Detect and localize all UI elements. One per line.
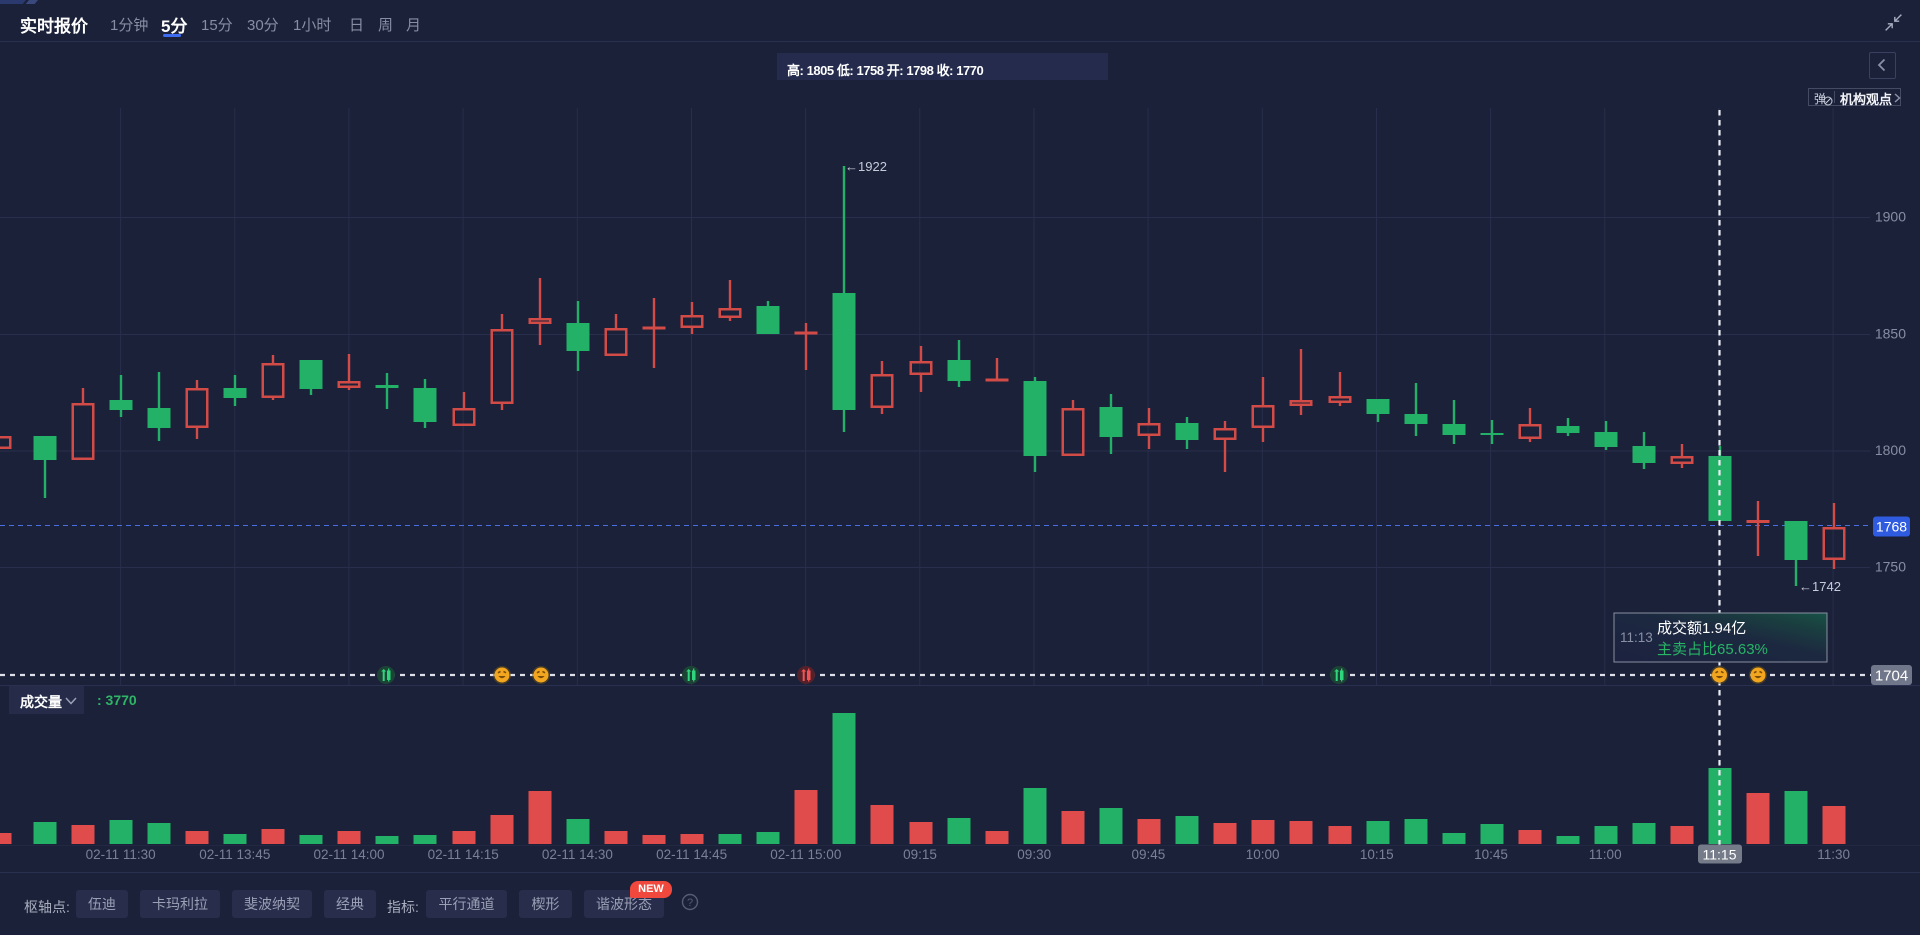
svg-text:02-11 14:00: 02-11 14:00 <box>313 847 384 862</box>
svg-text:1800: 1800 <box>1875 442 1906 458</box>
svg-text:←1742: ←1742 <box>1799 579 1841 594</box>
svg-text:?: ? <box>687 897 693 909</box>
svg-text:1850: 1850 <box>1875 326 1906 342</box>
svg-text:09:15: 09:15 <box>903 847 937 862</box>
svg-text:09:45: 09:45 <box>1132 847 1166 862</box>
svg-text:02-11 15:00: 02-11 15:00 <box>770 847 841 862</box>
svg-text:主卖占比65.63%: 主卖占比65.63% <box>1657 641 1768 658</box>
svg-text:11:00: 11:00 <box>1589 847 1622 862</box>
svg-text:02-11 14:15: 02-11 14:15 <box>428 847 499 862</box>
svg-text:1768: 1768 <box>1876 519 1907 535</box>
svg-text:02-11 14:45: 02-11 14:45 <box>656 847 727 862</box>
svg-text:02-11 13:45: 02-11 13:45 <box>199 847 270 862</box>
svg-text:09:30: 09:30 <box>1017 847 1051 862</box>
svg-text:11:13: 11:13 <box>1620 630 1653 645</box>
svg-text:1900: 1900 <box>1875 209 1906 225</box>
svg-text:←1922: ←1922 <box>845 159 887 174</box>
svg-text:10:45: 10:45 <box>1474 847 1508 862</box>
svg-text:02-11 14:30: 02-11 14:30 <box>542 847 613 862</box>
svg-text:成交额1.94亿: 成交额1.94亿 <box>1657 619 1746 637</box>
svg-text:1750: 1750 <box>1875 559 1906 575</box>
svg-text:10:15: 10:15 <box>1360 847 1394 862</box>
svg-text:11:15: 11:15 <box>1703 847 1737 863</box>
svg-text:02-11 11:30: 02-11 11:30 <box>86 847 156 862</box>
svg-text:11:30: 11:30 <box>1817 847 1850 862</box>
svg-text:10:00: 10:00 <box>1246 847 1280 862</box>
svg-text:1704: 1704 <box>1875 668 1908 685</box>
